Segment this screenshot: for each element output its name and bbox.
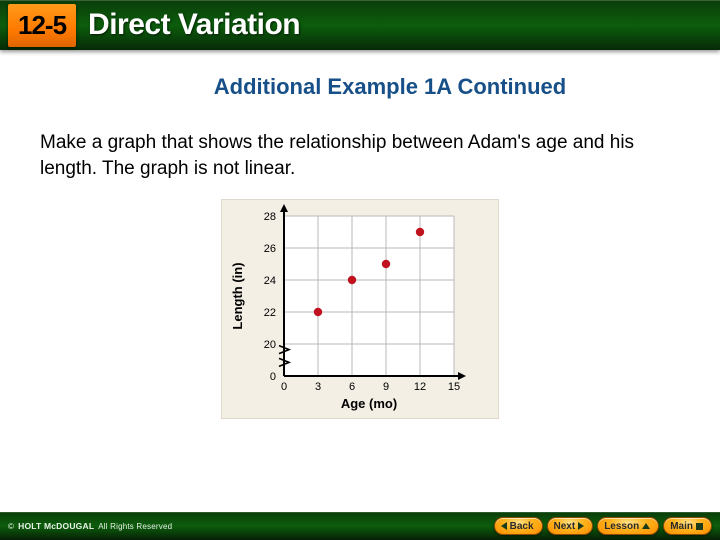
rights-text: All Rights Reserved (98, 522, 172, 531)
svg-text:28: 28 (264, 211, 276, 223)
chevron-up-icon (642, 523, 650, 529)
copyright: © HOLT McDOUGAL All Rights Reserved (8, 521, 172, 531)
svg-text:Age (mo): Age (mo) (341, 396, 397, 411)
header-bar: 12-5 Direct Variation (0, 0, 720, 50)
svg-text:9: 9 (383, 381, 389, 393)
copyright-symbol: © (8, 522, 14, 531)
lesson-title: Direct Variation (88, 8, 300, 42)
svg-text:22: 22 (264, 307, 276, 319)
svg-text:0: 0 (270, 371, 276, 383)
square-icon (696, 523, 703, 530)
svg-text:26: 26 (264, 243, 276, 255)
publisher-name: HOLT McDOUGAL (18, 521, 94, 531)
next-label: Next (554, 521, 576, 532)
svg-text:0: 0 (281, 381, 287, 393)
svg-text:Length (in): Length (in) (230, 263, 245, 330)
svg-text:15: 15 (448, 381, 460, 393)
chart-panel: 0 3 6 9 12 15 0 20 22 24 26 28 Age (mo) Length (in) (221, 199, 499, 419)
lesson-button[interactable]: Lesson (597, 517, 659, 535)
lesson-number-badge: 12-5 (8, 4, 76, 47)
chevron-left-icon (501, 522, 507, 530)
chevron-right-icon (578, 522, 584, 530)
back-label: Back (510, 521, 534, 532)
scatter-chart: 0 3 6 9 12 15 0 20 22 24 26 28 Age (mo) Length (in) (226, 204, 466, 414)
svg-text:6: 6 (349, 381, 355, 393)
svg-text:12: 12 (414, 381, 426, 393)
nav-buttons: Back Next Lesson Main (494, 517, 712, 535)
lesson-label: Lesson (604, 521, 639, 532)
chart-container: 0 3 6 9 12 15 0 20 22 24 26 28 Age (mo) Length (in) (0, 199, 720, 419)
slide-subtitle: Additional Example 1A Continued (0, 50, 720, 100)
main-button[interactable]: Main (663, 517, 712, 535)
main-label: Main (670, 521, 693, 532)
next-button[interactable]: Next (547, 517, 594, 535)
svg-text:24: 24 (264, 275, 276, 287)
body-text: Make a graph that shows the relationship… (0, 100, 720, 191)
svg-text:3: 3 (315, 381, 321, 393)
footer-bar: © HOLT McDOUGAL All Rights Reserved Back… (0, 512, 720, 540)
svg-text:20: 20 (264, 339, 276, 351)
back-button[interactable]: Back (494, 517, 543, 535)
